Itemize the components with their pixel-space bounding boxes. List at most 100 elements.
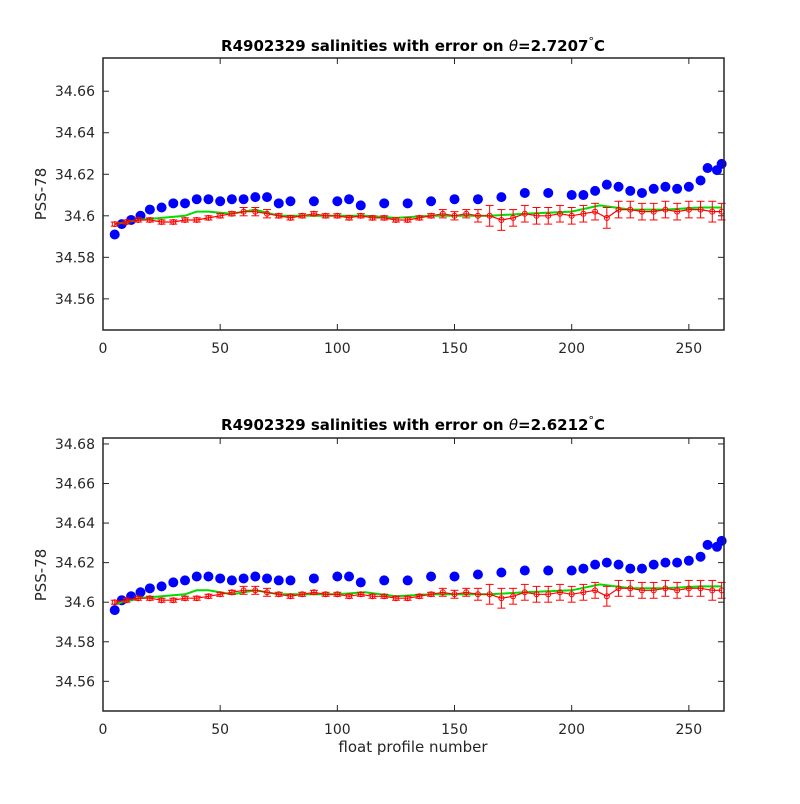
- y-axis-label: PSS-78: [32, 168, 50, 221]
- float-salinity-point: [379, 575, 390, 586]
- float-salinity-point: [472, 569, 483, 580]
- calibrated-salinity-point: [615, 585, 622, 592]
- float-salinity-point: [308, 196, 319, 207]
- float-salinity-point: [262, 192, 273, 203]
- calibrated-salinity-point: [428, 591, 435, 598]
- float-salinity-point: [660, 557, 671, 568]
- calibrated-salinity-point: [638, 587, 645, 594]
- calibrated-salinity-point: [392, 595, 399, 602]
- float-salinity-point: [238, 194, 249, 205]
- title-unit: C: [594, 416, 605, 434]
- calibrated-salinity-point: [685, 585, 692, 592]
- float-salinity-point: [660, 181, 671, 192]
- calibrated-salinity-point: [252, 587, 259, 594]
- calibrated-salinity-point: [123, 219, 130, 226]
- calibrated-salinity-point: [182, 216, 189, 223]
- calibrated-salinity-point: [346, 593, 353, 600]
- float-salinity-point: [496, 192, 507, 203]
- title-theta: θ: [509, 37, 518, 55]
- calibrated-salinity-point: [474, 212, 481, 219]
- calibrated-salinity-point: [123, 597, 130, 604]
- x-tick-label: 200: [558, 341, 585, 357]
- title-degree: °: [588, 35, 594, 48]
- float-salinity-point: [344, 571, 355, 582]
- float-salinity-point: [601, 557, 612, 568]
- calibrated-salinity-point: [158, 219, 165, 226]
- float-salinity-point: [702, 163, 713, 174]
- float-salinity-point: [180, 198, 191, 209]
- float-salinity-point: [683, 555, 694, 566]
- axis-ticks: 0 50 100 150 200 250 34.56 34.58 34.6 34.62 34.64 3…: [55, 58, 724, 357]
- x-tick-label: 250: [675, 341, 702, 357]
- y-tick-label: 34.62: [55, 167, 95, 183]
- float-salinity-point: [191, 571, 202, 582]
- float-salinity-point: [168, 577, 179, 588]
- float-salinity-point: [226, 575, 237, 586]
- float-salinity-point: [250, 192, 261, 203]
- float-salinity-point: [566, 565, 577, 576]
- float-salinity-point: [402, 575, 413, 586]
- y-tick-label: 34.56: [55, 674, 95, 690]
- calibrated-salinity-point: [592, 208, 599, 215]
- title-prefix: R4902329 salinities with error on: [221, 416, 509, 434]
- calibrated-salinity-point: [615, 206, 622, 213]
- x-tick-label: 100: [324, 722, 351, 738]
- float-salinity-point: [109, 229, 120, 240]
- calibrated-salinity-point: [521, 210, 528, 217]
- float-salinity-point: [578, 190, 589, 201]
- calibrated-salinity-point: [182, 595, 189, 602]
- title-degree: °: [588, 414, 594, 427]
- calibrated-salinity-point: [556, 210, 563, 217]
- float-salinity-point: [449, 571, 460, 582]
- calibrated-salinity-point: [357, 591, 364, 598]
- axis-ticks: 0 50 100 150 200 250 34.56 34.58 34.6 34.62 34.64 3…: [55, 437, 724, 738]
- calibrated-salinity-point: [627, 206, 634, 213]
- chart-panel-bottom: R4902329 salinities with error on θ=2.62…: [32, 414, 727, 756]
- calibrated-salinity-point: [474, 591, 481, 598]
- calibrated-salinity-point: [392, 216, 399, 223]
- calibrated-salinity-point: [275, 591, 282, 598]
- calibrated-salinity-point: [428, 212, 435, 219]
- x-tick-label: 150: [441, 722, 468, 738]
- float-salinity-point: [355, 577, 366, 588]
- title-unit: C: [594, 37, 605, 55]
- y-tick-label: 34.6: [64, 595, 95, 611]
- float-salinity-point: [156, 581, 167, 592]
- y-tick-label: 34.56: [55, 292, 95, 308]
- calibrated-salinity-point: [158, 597, 165, 604]
- calibrated-salinity-point: [217, 212, 224, 219]
- float-salinity-point: [109, 605, 120, 616]
- float-salinity-point: [613, 181, 624, 192]
- float-salinity-point: [180, 575, 191, 586]
- calibrated-salinity-point: [217, 591, 224, 598]
- float-salinity-point: [672, 557, 683, 568]
- x-tick-label: 200: [558, 722, 585, 738]
- float-salinity-point: [625, 185, 636, 196]
- mapped-salinity-line: [114, 204, 722, 226]
- float-salinity-point: [683, 181, 694, 192]
- float-salinity-point: [716, 158, 727, 169]
- calibrated-salinity-point: [334, 212, 341, 219]
- calibrated-salinity-point: [603, 214, 610, 221]
- title-prefix: R4902329 salinities with error on: [221, 37, 509, 55]
- calibrated-salinity-point: [592, 587, 599, 594]
- float-salinity-point: [262, 573, 273, 584]
- calibrated-salinity-point: [381, 214, 388, 221]
- float-salinity-point: [613, 559, 624, 570]
- float-salinity-point: [215, 196, 226, 207]
- calibrated-salinity-point: [533, 212, 540, 219]
- calibrated-salinity-point: [580, 210, 587, 217]
- x-tick-label: 0: [99, 341, 108, 357]
- x-tick-label: 50: [211, 722, 229, 738]
- float-salinity-point: [543, 187, 554, 198]
- float-salinity-point: [636, 187, 647, 198]
- float-salinity-point: [273, 198, 284, 209]
- calibrated-salinity-point: [240, 208, 247, 215]
- y-tick-label: 34.64: [55, 126, 95, 142]
- calibrated-salinity-point: [334, 591, 341, 598]
- chart-panel-top: R4902329 salinities with error on θ=2.72…: [32, 35, 727, 357]
- calibrated-salinity-point: [346, 214, 353, 221]
- calibrated-salinity-point: [463, 210, 470, 217]
- float-salinity-point: [566, 190, 577, 201]
